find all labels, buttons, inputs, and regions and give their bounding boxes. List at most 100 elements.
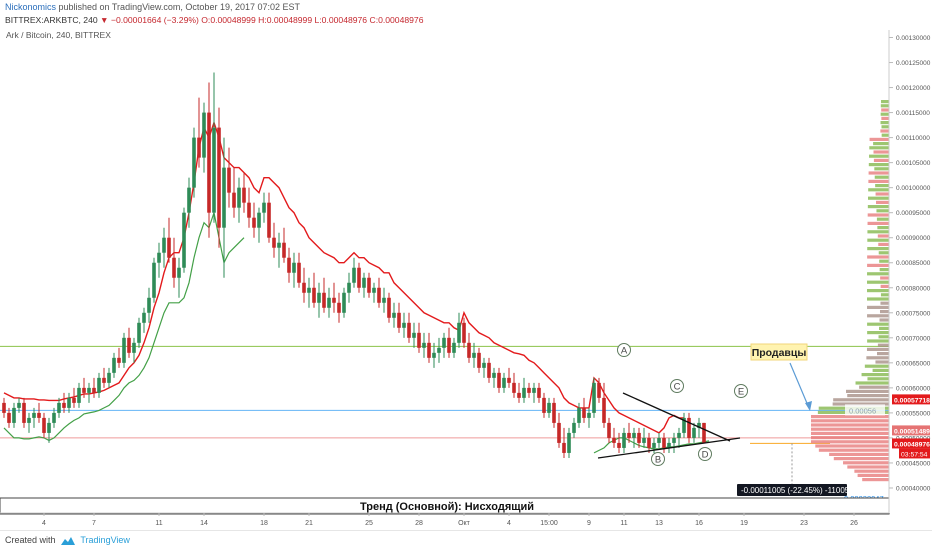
candle-body — [7, 412, 11, 423]
triangle-upper-trendline — [622, 392, 731, 442]
chart-frame[interactable]: Ark / Bitcoin, 240, BITTREX A B C D E -0.0001… — [0, 30, 932, 529]
volume-profile-bar — [880, 284, 889, 288]
candle-body — [677, 432, 681, 438]
candle-body — [97, 377, 101, 393]
time-axis-label: 11 — [155, 520, 162, 527]
volume-profile-bar — [881, 133, 889, 137]
candle-body — [622, 432, 626, 448]
candle-body — [77, 387, 81, 403]
candle-body — [532, 387, 536, 393]
price-tag-red: 0.00057718 — [894, 397, 930, 404]
volume-profile-bar — [881, 100, 889, 104]
measure-box — [737, 484, 847, 496]
volume-profile-bar — [868, 196, 889, 200]
ohlc-line: BITTREX:ARKBTC, 240 ▼ −0.00001664 (−3.29… — [5, 15, 423, 25]
candle-body — [332, 297, 336, 303]
time-axis-label: 16 — [695, 520, 703, 527]
candle-body — [297, 262, 301, 283]
volume-profile-bar — [867, 205, 889, 209]
candle-body — [322, 292, 326, 308]
candle-body — [152, 262, 156, 298]
price-axis-label: 0.00055000 — [896, 410, 931, 417]
candle-body — [337, 302, 341, 313]
candle-body — [657, 437, 661, 443]
volume-profile-bar — [877, 226, 889, 230]
candle-body — [587, 412, 591, 418]
volume-profile-bar — [811, 427, 889, 431]
sellers-callout-box — [750, 343, 808, 361]
tradingview-logo-icon — [61, 536, 76, 545]
candle-body — [517, 392, 521, 398]
candle-body — [592, 382, 596, 413]
candle-body — [627, 432, 631, 438]
candle-body — [362, 277, 366, 288]
volume-profile-bar — [811, 415, 889, 419]
volume-profile-bar — [867, 230, 889, 234]
tradingview-brand-link[interactable]: TradingView — [80, 535, 130, 545]
candle-body — [252, 217, 256, 228]
volume-profile-bar — [861, 373, 889, 377]
candle-body — [217, 127, 221, 228]
price-axis-label: 0.00130000 — [896, 35, 931, 42]
volume-profile-bar — [880, 121, 889, 125]
candle-body — [612, 437, 616, 443]
price-axis-label: 0.00090000 — [896, 235, 931, 242]
candle-body — [702, 422, 706, 443]
volume-profile-bar — [832, 402, 889, 406]
wave-marker — [698, 447, 712, 461]
chart-background — [0, 30, 932, 529]
candle-body — [117, 357, 121, 363]
drawings[interactable]: A B C D E -0.00011005 (-22.45%) -11005 Продавц… — [0, 343, 890, 515]
wave-label: E — [738, 387, 744, 398]
candle-body — [122, 337, 126, 363]
candle-body — [507, 377, 511, 383]
volume-profile-bar — [879, 310, 889, 314]
candle-body — [287, 257, 291, 273]
candle-body — [472, 352, 476, 358]
ghost-price-box — [845, 404, 885, 416]
candle-body — [312, 287, 316, 303]
candle-body — [237, 187, 241, 208]
time-axis-label: 11 — [620, 520, 627, 527]
volume-profile-bar — [873, 150, 889, 154]
candle-body — [327, 297, 331, 308]
candle-body — [302, 282, 306, 293]
wave-label: D — [702, 450, 709, 461]
candle-body — [62, 402, 66, 408]
time-axis-label: 9 — [587, 520, 591, 527]
volume-profile-bar — [867, 339, 889, 343]
candle-body — [42, 417, 46, 433]
candle-body — [197, 137, 201, 158]
change-value: ▼ −0.00001664 (−3.29%) — [100, 15, 199, 25]
price-chart[interactable]: Ark / Bitcoin, 240, BITTREX A B C D E -0.0001… — [0, 30, 932, 529]
volume-profile-bar — [811, 436, 889, 440]
high-value: H:0.00048999 — [258, 15, 313, 25]
candle-body — [187, 187, 191, 213]
sellers-arrow-head — [805, 401, 812, 411]
candle-body — [47, 422, 51, 433]
candle-body — [227, 167, 231, 193]
volume-profile-bar — [880, 104, 889, 108]
candle-body — [317, 292, 321, 303]
price-tag-current: 0.00048976 — [894, 441, 930, 448]
volume-profile-bar — [867, 377, 889, 381]
price-axis-label: 0.00065000 — [896, 360, 931, 367]
volume-profile-bar — [879, 268, 889, 272]
candle-body — [272, 237, 276, 248]
candle-body — [357, 267, 361, 288]
candle-body — [112, 357, 116, 373]
author-link[interactable]: Nickonomics — [5, 2, 57, 12]
volume-profile-bar — [867, 238, 889, 242]
candle-body — [147, 297, 151, 313]
candle-body — [22, 402, 26, 423]
volume-profile-bar — [867, 221, 889, 225]
published-text: published on TradingView.com, October 19… — [56, 2, 301, 12]
sellers-arrow-line — [789, 362, 810, 409]
volume-profile-bar — [847, 394, 889, 398]
candle-body — [527, 387, 531, 393]
candle-body — [537, 387, 541, 398]
ticker-label: BITTREX:ARKBTC, 240 — [5, 15, 98, 25]
volume-profile-bar — [867, 280, 889, 284]
volume-profile-bar — [866, 356, 889, 360]
time-axis-label: 14 — [200, 520, 208, 527]
